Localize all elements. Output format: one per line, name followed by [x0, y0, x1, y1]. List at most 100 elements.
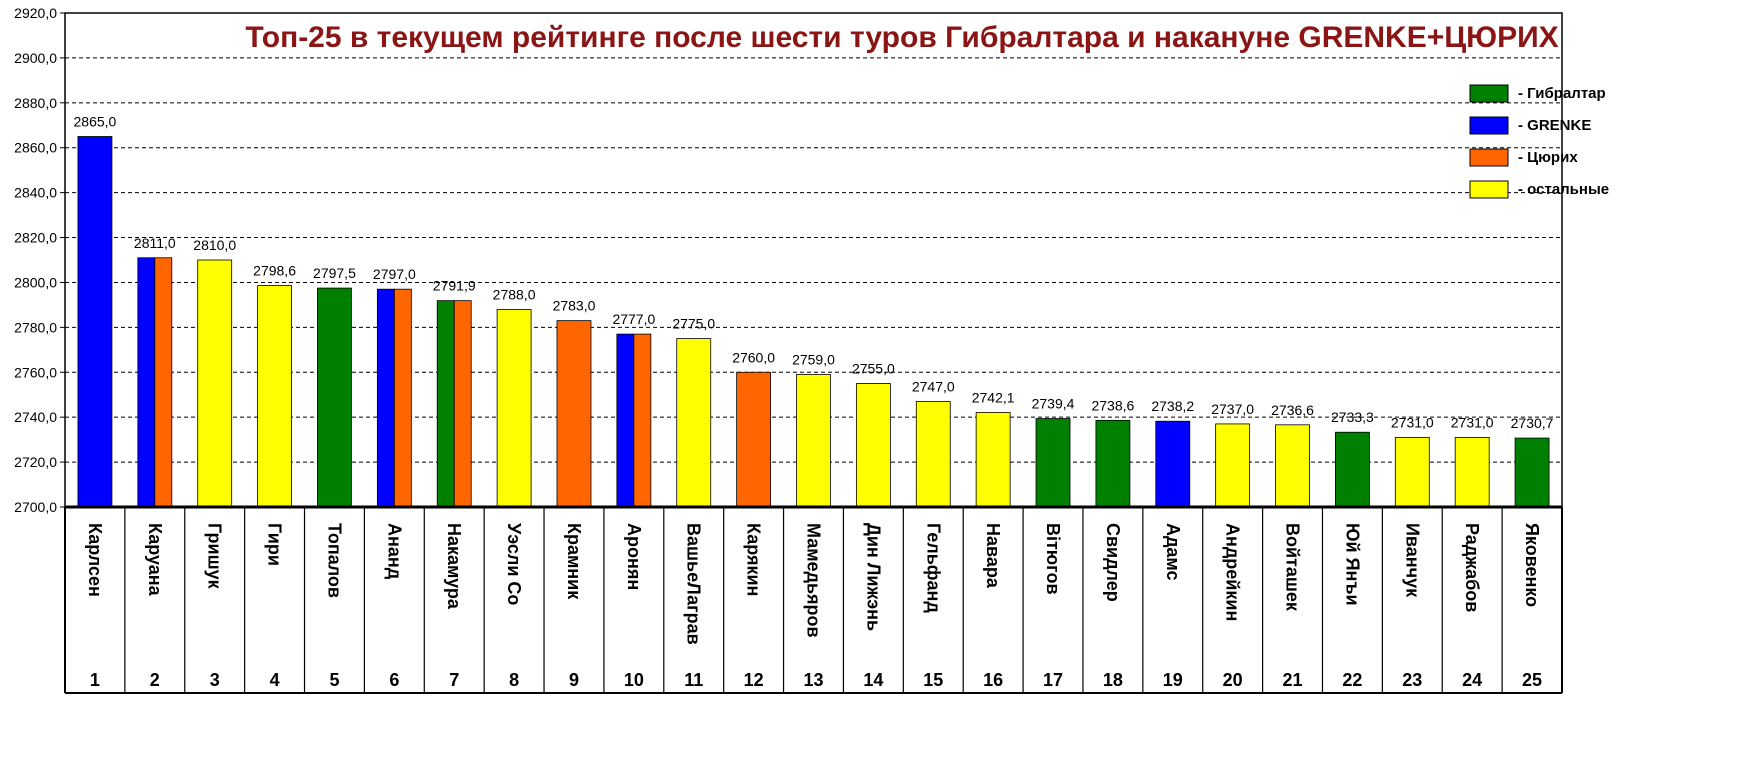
rank-number: 18	[1103, 670, 1123, 690]
player-name: Войташек	[1283, 523, 1303, 612]
player-name: ВашьеЛаграв	[684, 523, 704, 645]
value-label: 2775,0	[672, 316, 715, 332]
value-label: 2739,4	[1032, 396, 1075, 412]
value-label: 2755,0	[852, 361, 895, 377]
value-labels: 2865,0 2811,0 2810,0 2798,6 2797,5 2797,0 2791…	[74, 114, 1554, 432]
player-name: Яковенко	[1522, 523, 1542, 607]
rank-number: 21	[1283, 670, 1303, 690]
value-label: 2797,0	[373, 266, 416, 282]
value-label: 2788,0	[493, 286, 536, 302]
rank-number: 25	[1522, 670, 1542, 690]
y-tick-label: 2920,0	[14, 5, 57, 21]
y-tick-label: 2700,0	[14, 499, 57, 515]
rank-number: 20	[1223, 670, 1243, 690]
bar-segment	[1095, 419, 1131, 508]
bar-segment	[1335, 431, 1370, 508]
rank-number: 12	[744, 670, 764, 690]
value-label: 2760,0	[732, 349, 775, 365]
value-label: 2791,9	[433, 278, 476, 294]
bar-segment	[676, 338, 712, 508]
rank-number: 15	[923, 670, 943, 690]
player-name: Иванчук	[1402, 523, 1422, 598]
value-label: 2742,1	[972, 389, 1015, 405]
legend-swatch	[1469, 148, 1509, 167]
y-tick-label: 2880,0	[14, 95, 57, 111]
rank-number: 8	[509, 670, 519, 690]
value-label: 2811,0	[134, 235, 176, 251]
y-tick-label: 2780,0	[14, 319, 57, 335]
y-tick-label: 2840,0	[14, 185, 57, 201]
rank-number: 3	[210, 670, 220, 690]
rank-number: 2	[150, 670, 160, 690]
player-name: Аронян	[624, 523, 644, 590]
bar-segment	[1155, 420, 1191, 508]
rank-number: 13	[803, 670, 823, 690]
legend-label: - Цюрих	[1518, 149, 1578, 166]
player-name: Гельфанд	[923, 523, 943, 613]
legend-swatch	[1469, 84, 1509, 103]
rank-number: 17	[1043, 670, 1063, 690]
rank-number: 6	[389, 670, 399, 690]
legend-label: - GRENKE	[1518, 117, 1591, 134]
player-name: Юй Янъи	[1342, 523, 1362, 606]
value-label: 2731,0	[1391, 414, 1434, 430]
value-label: 2747,0	[912, 378, 955, 394]
bar-segment	[1275, 424, 1310, 508]
bar-segment	[796, 374, 831, 508]
player-name: Гири	[265, 523, 285, 566]
bar-segment	[393, 288, 412, 508]
y-tick-label: 2800,0	[14, 274, 57, 290]
bar-segment	[915, 401, 951, 508]
player-table: Карлсен 1 Каруана 2 Гришук 3 Гири 4 Топалов 5 Анан…	[64, 12, 1563, 694]
rank-number: 16	[983, 670, 1003, 690]
value-label: 2730,7	[1511, 415, 1554, 431]
rank-number: 10	[624, 670, 644, 690]
rank-number: 1	[90, 670, 100, 690]
rank-number: 11	[684, 670, 703, 690]
value-label: 2783,0	[553, 298, 596, 314]
y-tick-label: 2760,0	[14, 364, 57, 380]
bar-segment	[1394, 436, 1430, 508]
rank-number: 22	[1342, 670, 1362, 690]
player-name: Навара	[983, 523, 1003, 589]
value-label: 2738,2	[1151, 398, 1194, 414]
bar-segment	[197, 259, 233, 508]
y-tick-label: 2900,0	[14, 50, 57, 66]
bar-segment	[77, 136, 113, 508]
y-axis-ticks: 2700,0 2720,0 2740,0 2760,0 2780,0 2800,0 2820…	[14, 5, 65, 515]
bar-segment	[1454, 436, 1490, 508]
rank-number: 23	[1402, 670, 1422, 690]
bar-segment	[137, 257, 156, 508]
value-label: 2737,0	[1211, 401, 1254, 417]
player-name: Каруана	[145, 523, 165, 597]
value-label: 2738,6	[1091, 397, 1134, 413]
value-label: 2810,0	[193, 237, 236, 253]
player-name: Мамедьяров	[804, 523, 824, 638]
player-name: Уэсли Со	[504, 523, 524, 605]
legend-label: - остальные	[1518, 181, 1609, 198]
legend: - Гибралтар - GRENKE - Цюрих - остальные	[1469, 84, 1609, 199]
legend-label: - Гибралтар	[1518, 85, 1606, 102]
player-name: Адамс	[1163, 523, 1183, 581]
rank-number: 19	[1163, 670, 1183, 690]
value-label: 2798,6	[253, 263, 296, 279]
player-name: Крамник	[564, 523, 584, 600]
y-tick-label: 2820,0	[14, 230, 57, 246]
value-label: 2731,0	[1451, 414, 1494, 430]
bar-segment	[855, 383, 891, 508]
bar-segment	[154, 257, 173, 508]
bar-segment	[1035, 418, 1071, 508]
bar-segment	[257, 285, 292, 508]
bar-segment	[1215, 423, 1251, 508]
rank-number: 24	[1462, 670, 1482, 690]
player-name: Раджабов	[1462, 523, 1482, 612]
player-name: Свидлер	[1103, 523, 1123, 602]
player-name: Топалов	[324, 523, 344, 598]
rank-number: 4	[270, 670, 280, 690]
bar-segment	[436, 300, 455, 508]
bar-segment	[633, 333, 652, 508]
bar-segment	[317, 287, 352, 508]
bar-segment	[496, 308, 532, 508]
player-name: Карлсен	[85, 523, 105, 597]
